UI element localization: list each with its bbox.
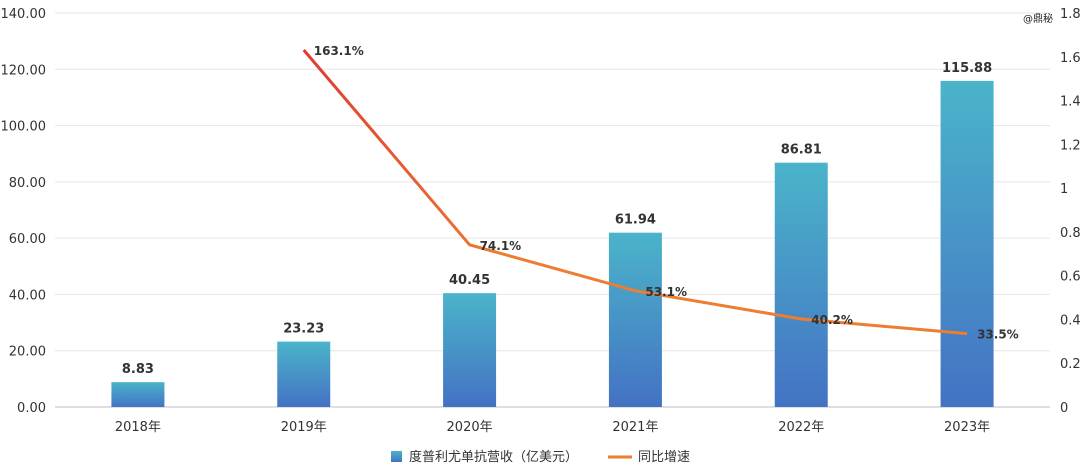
growth-value-label: 163.1%: [314, 44, 364, 58]
x-tick-label: 2019年: [281, 420, 327, 435]
bar-value-label: 61.94: [615, 213, 656, 228]
bar-value-label: 86.81: [781, 143, 822, 158]
growth-value-label: 74.1%: [480, 239, 522, 253]
right-tick-label: 1.6: [1060, 51, 1080, 66]
bar-2021年: [608, 232, 662, 407]
right-tick-label: 0.4: [1060, 313, 1080, 328]
left-tick-label: 60.00: [9, 232, 46, 247]
bar-2019年: [277, 341, 331, 407]
x-axis: 2018年 2019年 2020年 2021年 2022年 2023年: [115, 420, 990, 435]
legend: 度普利尤单抗营收（亿美元） 同比增速: [391, 449, 690, 465]
left-tick-label: 20.00: [9, 345, 46, 360]
bar-2018年: [111, 382, 165, 407]
x-tick-label: 2021年: [612, 420, 658, 435]
x-tick-label: 2023年: [944, 420, 990, 435]
watermark: @鼎秘: [1023, 12, 1053, 25]
left-axis: 0.00 20.00 40.00 60.00 80.00 100.00 120.00 140.…: [1, 7, 47, 416]
right-tick-label: 0.2: [1060, 357, 1080, 372]
left-tick-label: 120.00: [1, 63, 47, 78]
right-tick-label: 0.6: [1060, 270, 1080, 285]
left-tick-label: 80.00: [9, 176, 46, 191]
bar-2020年: [443, 293, 497, 407]
x-tick-label: 2020年: [447, 420, 493, 435]
bar-2023年: [940, 80, 994, 408]
right-tick-label: 1.8: [1060, 7, 1080, 22]
bar-series: 8.83 23.23 40.45 61.94 86.81 115.88: [111, 61, 994, 408]
gridlines: [55, 12, 1050, 408]
legend-label-revenue: 度普利尤单抗营收（亿美元）: [409, 449, 578, 465]
bar-value-label: 23.23: [283, 322, 324, 337]
left-tick-label: 140.00: [1, 7, 47, 22]
bar-value-label: 8.83: [122, 362, 154, 377]
line-series: 163.1% 74.1% 53.1% 40.2% 33.5%: [302, 44, 1019, 342]
bar-value-label: 40.45: [449, 273, 490, 288]
growth-line: [302, 49, 968, 336]
bar-2022年: [774, 162, 828, 407]
right-tick-label: 1.4: [1060, 95, 1080, 110]
right-tick-label: 1.2: [1060, 138, 1080, 153]
legend-swatch-revenue: [391, 451, 402, 462]
right-axis: 0 0.2 0.4 0.6 0.8 1 1.2 1.4 1.6 1.8: [1060, 7, 1080, 416]
left-tick-label: 100.00: [1, 120, 47, 135]
growth-value-label: 33.5%: [977, 328, 1019, 342]
left-tick-label: 0.00: [17, 401, 46, 416]
legend-label-growth: 同比增速: [638, 450, 690, 465]
x-tick-label: 2022年: [778, 420, 824, 435]
growth-value-label: 40.2%: [811, 313, 853, 327]
x-tick-label: 2018年: [115, 420, 161, 435]
growth-value-label: 53.1%: [645, 285, 687, 299]
right-tick-label: 1: [1060, 182, 1068, 197]
bar-value-label: 115.88: [942, 61, 992, 76]
right-tick-label: 0.8: [1060, 226, 1080, 241]
right-tick-label: 0: [1060, 401, 1068, 416]
left-tick-label: 40.00: [9, 288, 46, 303]
